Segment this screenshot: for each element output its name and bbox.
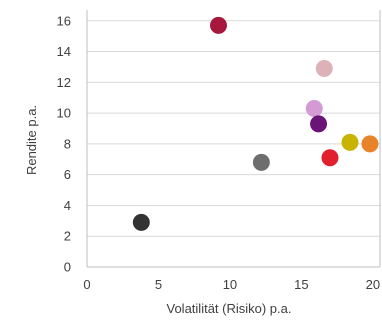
data-point [253, 154, 270, 171]
y-tick-label: 12 [57, 75, 71, 90]
y-tick-label: 8 [64, 136, 71, 151]
x-tick-label: 20 [366, 277, 380, 292]
x-tick-label: 5 [155, 277, 162, 292]
data-point [306, 100, 323, 117]
data-point [316, 60, 333, 77]
x-tick-label: 10 [223, 277, 237, 292]
y-tick-label: 16 [57, 13, 71, 28]
y-tick-label: 2 [64, 229, 71, 244]
y-tick-label: 4 [64, 198, 71, 213]
data-point [341, 134, 358, 151]
x-tick-label: 15 [294, 277, 308, 292]
y-tick-label: 0 [64, 260, 71, 275]
data-points [133, 17, 379, 231]
plot-frame [87, 10, 380, 267]
y-axis-title: Rendite p.a. [24, 105, 39, 175]
x-axis-title: Volatilität (Risiko) p.a. [167, 301, 292, 316]
x-tick-labels: 0 5 10 15 20 [83, 277, 380, 292]
y-tick-label: 6 [64, 167, 71, 182]
data-point [321, 149, 338, 166]
data-point [361, 135, 378, 152]
x-tick-label: 0 [83, 277, 90, 292]
y-tick-label: 10 [57, 106, 71, 121]
y-tick-label: 14 [57, 44, 71, 59]
data-point [310, 115, 327, 132]
grid-lines [87, 21, 380, 267]
data-point [210, 17, 227, 34]
data-point [133, 214, 150, 231]
y-tick-labels: 0 2 4 6 8 10 12 14 16 [57, 13, 71, 274]
